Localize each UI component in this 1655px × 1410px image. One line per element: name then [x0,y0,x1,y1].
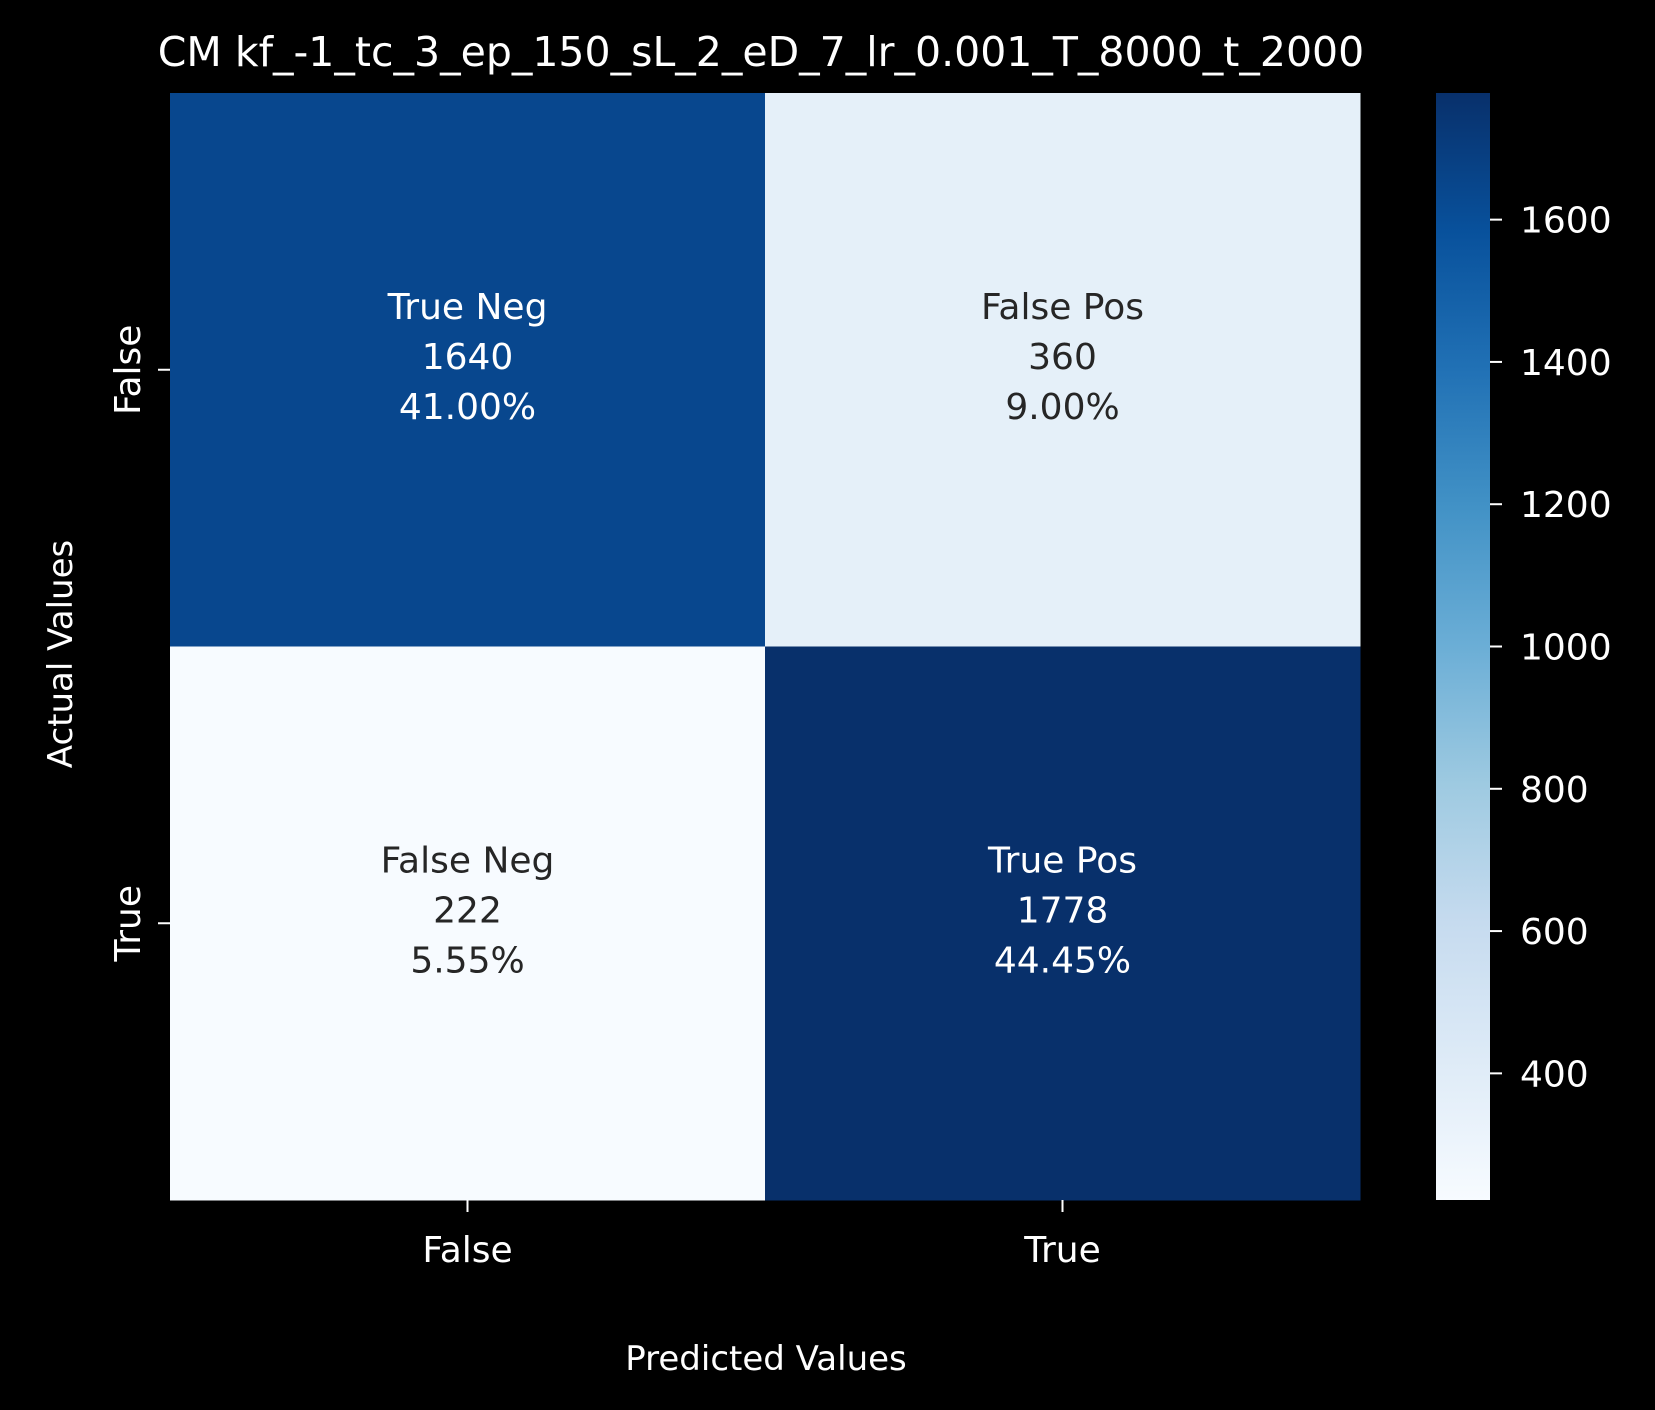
colorbar-tick-label: 1400 [1520,343,1612,384]
y-tick-label: False [108,325,149,415]
x-axis-label: Predicted Values [625,1339,907,1379]
heatmap-cell [170,93,766,647]
colorbar-tick-label: 600 [1520,912,1589,953]
colorbar-tick-label: 800 [1520,770,1589,811]
heatmap-cell [765,93,1361,647]
cell-count: 360 [1028,337,1097,378]
heatmap-cells: True Neg 1640 41.00% False Pos 360 9.00% False… [170,93,1361,1201]
x-tick-label: True [1023,1230,1100,1271]
x-tick-label: False [422,1230,512,1271]
cell-percent: 41.00% [399,387,536,428]
colorbar-tick-label: 1000 [1520,628,1612,669]
heatmap-cell [170,646,766,1201]
y-tick-label: True [108,885,149,962]
cell-label: True Pos [987,840,1137,881]
colorbar-tick-label: 1200 [1520,485,1612,526]
cell-percent: 5.55% [410,940,524,981]
y-axis-label: Actual Values [41,540,81,768]
cell-percent: 44.45% [994,940,1131,981]
colorbar [1436,93,1490,1200]
colorbar-ticks: 400 600 800 1000 1200 1400 1600 [1490,201,1612,1095]
cell-label: False Pos [981,287,1144,328]
cell-count: 1640 [422,337,514,378]
colorbar-tick-label: 1600 [1520,201,1612,242]
cell-count: 1778 [1017,890,1109,931]
chart-title: CM kf_-1_tc_3_ep_150_sL_2_eD_7_lr_0.001_… [158,28,1364,76]
colorbar-tick-label: 400 [1520,1054,1589,1095]
cell-label: True Neg [387,287,548,328]
x-axis-ticks: False True [422,1200,1101,1271]
cell-percent: 9.00% [1005,387,1119,428]
cell-count: 222 [433,890,502,931]
y-axis-ticks: False True [108,325,170,962]
cell-label: False Neg [381,840,555,881]
heatmap-cell [765,646,1361,1201]
